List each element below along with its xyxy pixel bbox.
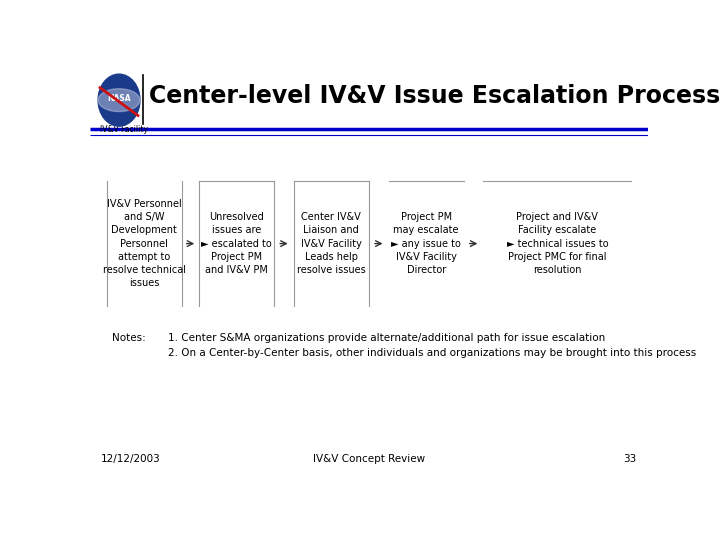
Ellipse shape [98, 74, 140, 126]
Ellipse shape [98, 89, 140, 112]
Text: Unresolved
issues are
► escalated to
Project PM
and IV&V PM: Unresolved issues are ► escalated to Pro… [201, 212, 272, 275]
Text: IV&V Facility: IV&V Facility [100, 125, 148, 134]
Text: IV&V Personnel
and S/W
Development
Personnel
attempt to
resolve technical
issues: IV&V Personnel and S/W Development Perso… [103, 199, 186, 288]
Text: NASA: NASA [107, 94, 131, 103]
Text: Center IV&V
Liaison and
IV&V Facility
Leads help
resolve issues: Center IV&V Liaison and IV&V Facility Le… [297, 212, 366, 275]
Text: 33: 33 [624, 454, 637, 464]
Text: Center-level IV&V Issue Escalation Process: Center-level IV&V Issue Escalation Proce… [148, 84, 720, 108]
Text: Notes:: Notes: [112, 333, 146, 343]
Text: IV&V Concept Review: IV&V Concept Review [313, 454, 425, 464]
Text: Project PM
may escalate
► any issue to
IV&V Facility
Director: Project PM may escalate ► any issue to I… [391, 212, 461, 275]
Text: 12/12/2003: 12/12/2003 [101, 454, 161, 464]
Text: 1. Center S&MA organizations provide alternate/additional path for issue escalat: 1. Center S&MA organizations provide alt… [168, 333, 696, 358]
Text: Project and IV&V
Facility escalate
► technical issues to
Project PMC for final
r: Project and IV&V Facility escalate ► tec… [506, 212, 608, 275]
